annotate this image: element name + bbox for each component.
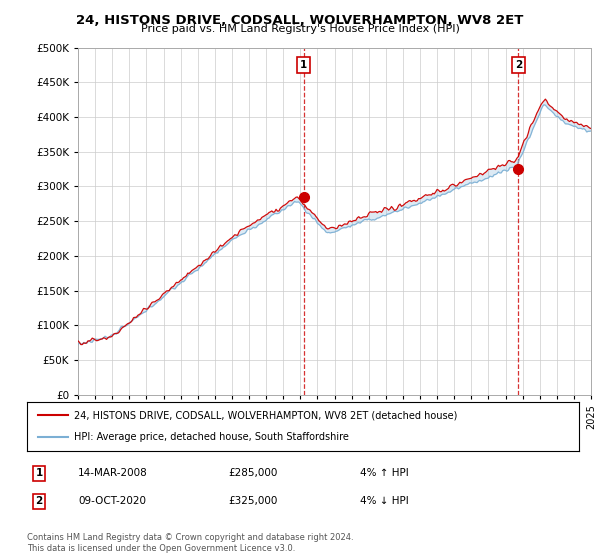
Text: Price paid vs. HM Land Registry's House Price Index (HPI): Price paid vs. HM Land Registry's House … [140,24,460,34]
Text: 14-MAR-2008: 14-MAR-2008 [78,468,148,478]
Text: 2: 2 [515,60,522,70]
Text: 24, HISTONS DRIVE, CODSALL, WOLVERHAMPTON, WV8 2ET (detached house): 24, HISTONS DRIVE, CODSALL, WOLVERHAMPTO… [74,410,457,421]
Text: 1: 1 [35,468,43,478]
Text: 24, HISTONS DRIVE, CODSALL, WOLVERHAMPTON, WV8 2ET: 24, HISTONS DRIVE, CODSALL, WOLVERHAMPTO… [76,14,524,27]
Text: HPI: Average price, detached house, South Staffordshire: HPI: Average price, detached house, Sout… [74,432,349,442]
Text: 4% ↑ HPI: 4% ↑ HPI [360,468,409,478]
Text: 09-OCT-2020: 09-OCT-2020 [78,496,146,506]
Text: £325,000: £325,000 [228,496,277,506]
Text: 1: 1 [300,60,307,70]
Text: Contains HM Land Registry data © Crown copyright and database right 2024.
This d: Contains HM Land Registry data © Crown c… [27,533,353,553]
Text: £285,000: £285,000 [228,468,277,478]
Text: 4% ↓ HPI: 4% ↓ HPI [360,496,409,506]
Text: 2: 2 [35,496,43,506]
